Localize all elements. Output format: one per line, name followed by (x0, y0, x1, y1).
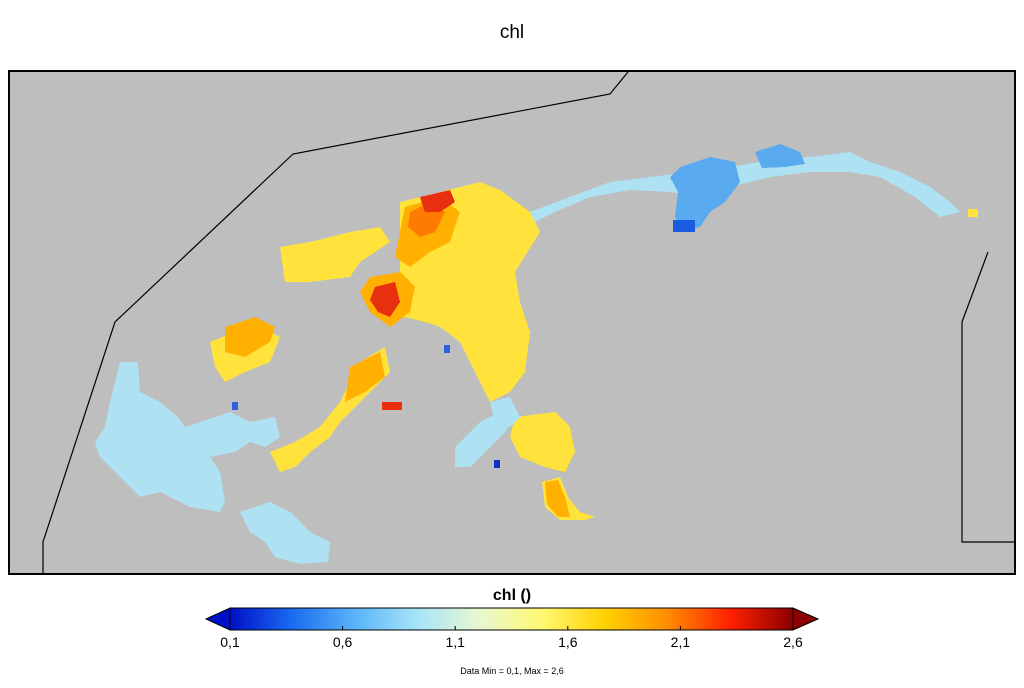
colorbar-tick-label: 0,1 (220, 634, 240, 650)
colorbar-tick-label: 2,6 (783, 634, 803, 650)
chl-east-channel (455, 152, 960, 467)
chl-high-core (225, 190, 570, 517)
chl-low-west (95, 362, 330, 564)
colorbar (204, 607, 820, 631)
colorbar-under-arrow (204, 607, 231, 631)
coastline (42, 72, 1014, 573)
colorbar-ticks (229, 626, 794, 630)
chl-small-features (232, 209, 978, 468)
colorbar-tick-label: 1,6 (558, 634, 578, 650)
colorbar-title: chl () (492, 587, 532, 604)
map-title: chl (499, 22, 525, 43)
chl-blue-patches (670, 144, 805, 232)
colorbar-gradient (229, 607, 794, 631)
colorbar-tick-label: 0,6 (332, 634, 353, 650)
chlorophyll-map (42, 72, 1014, 573)
data-range-note: Data Min = 0,1, Max = 2,6 (460, 666, 564, 676)
colorbar-over-arrow (792, 607, 820, 631)
colorbar-tick-label: 2,1 (670, 634, 691, 650)
colorbar-tick-label: 1,1 (445, 634, 465, 650)
map-panel (8, 70, 1016, 575)
